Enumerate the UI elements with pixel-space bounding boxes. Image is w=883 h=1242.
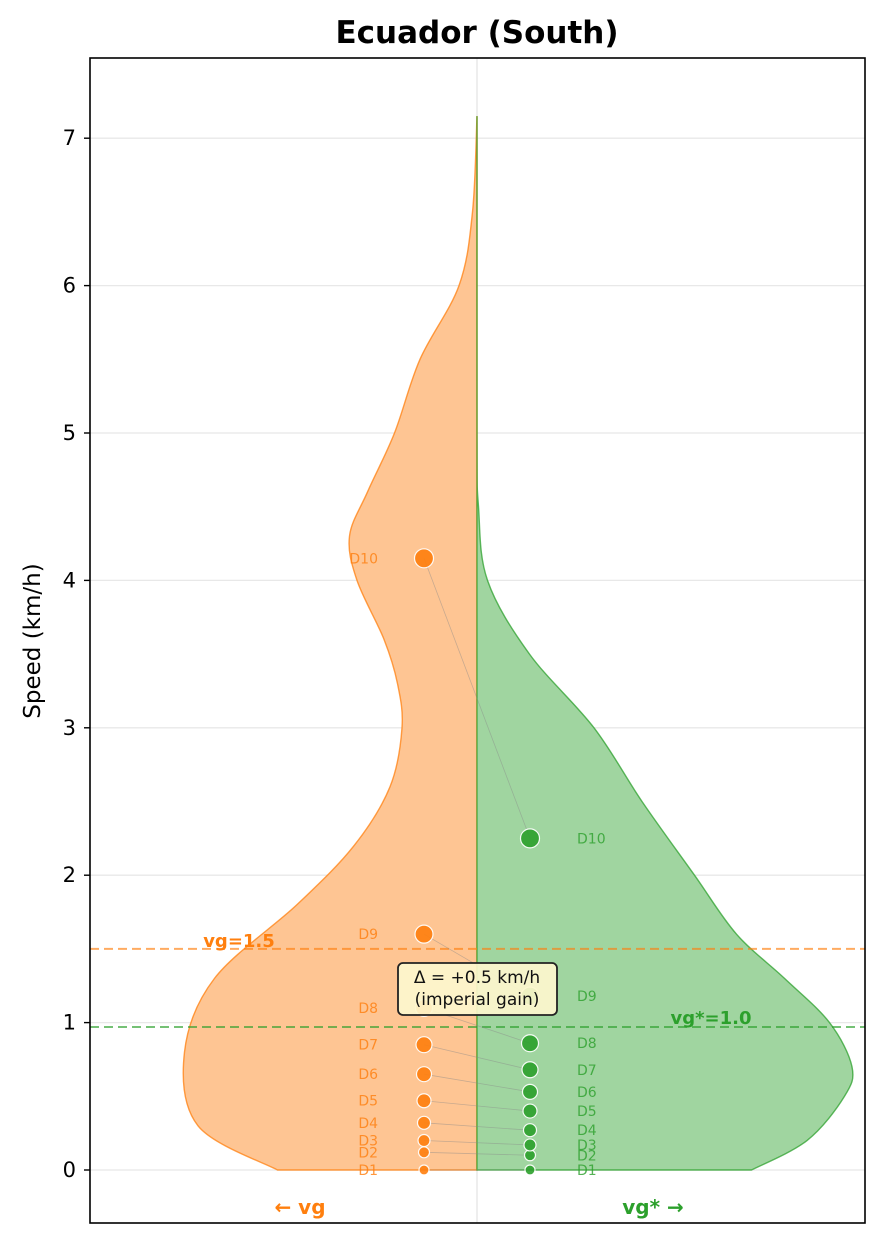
y-tick-label: 4 [63,568,76,592]
decile-label-right: D2 [577,1148,597,1164]
decile-label-left: D5 [358,1094,378,1110]
decile-point-left [415,1036,433,1054]
decile-label-right: D3 [577,1138,597,1154]
decile-point-left [418,1164,430,1176]
decile-point-right [521,1061,539,1079]
plot-frame [89,57,866,1224]
decile-point-right [521,1083,539,1100]
reference-label-right: vg*=1.0 [671,1008,752,1029]
decile-label-right: D5 [577,1104,597,1120]
decile-connector [423,1151,531,1156]
decile-point-left [414,924,434,944]
decile-point-right [522,1123,538,1138]
decile-label-left: D6 [358,1067,378,1083]
decile-connector [423,558,531,839]
annotation-line2: (imperial gain) [415,990,540,1010]
decile-point-right [519,828,541,849]
decile-connector [423,1073,531,1093]
decile-label-right: D6 [577,1085,597,1101]
decile-label-left: D8 [358,1001,378,1017]
y-axis-label: Speed (km/h) [20,563,46,718]
decile-label-right: D9 [577,989,597,1005]
y-tick-label: 2 [63,863,76,887]
decile-label-right: D1 [577,1163,597,1179]
decile-connector [423,1122,531,1131]
decile-label-left: D4 [358,1116,378,1132]
y-tick-label: 0 [63,1158,76,1182]
decile-point-left [417,1146,431,1159]
decile-label-left: D7 [358,1038,378,1054]
decile-connector [423,1140,531,1146]
decile-label-left: D2 [358,1145,378,1161]
y-tick-label: 6 [63,274,76,298]
violin-left [182,116,478,1171]
decile-point-right [520,1034,540,1053]
decile-label-right: D8 [577,1036,597,1052]
y-tick-label: 1 [63,1011,76,1035]
decile-point-left [416,1093,432,1109]
decile-label-left: D10 [349,551,378,567]
decile-connector [423,1100,531,1112]
decile-point-right [523,1138,537,1152]
violin-right [476,116,854,1171]
y-tick-label: 7 [63,126,76,150]
y-tick-label: 3 [63,716,76,740]
decile-point-left [416,1115,432,1130]
decile-point-left [413,548,435,569]
annotation-line1: Δ = +0.5 km/h [414,968,540,988]
decile-point-right [522,1103,538,1119]
decile-point-left [417,1133,431,1148]
annotation-box [397,962,558,1016]
decile-point-left [415,1066,433,1083]
decile-label-left: D1 [358,1163,378,1179]
chart-title: Ecuador (South) [335,15,618,51]
decile-point-right [524,1164,536,1176]
decile-label-right: D4 [577,1123,597,1139]
decile-label-left: D9 [358,927,378,943]
side-label-left: ← vg [274,1195,325,1219]
decile-label-right: D7 [577,1063,597,1079]
side-label-right: vg* → [622,1195,684,1219]
reference-label-left: vg=1.5 [203,931,275,952]
decile-label-left: D3 [358,1134,378,1150]
decile-label-right: D10 [577,831,606,847]
plot-area: vg=1.5vg*=1.0D1D2D3D4D5D6D7D8D9D10D1D2D3… [63,57,866,1224]
decile-connector [423,1044,531,1071]
y-tick-label: 5 [63,421,76,445]
